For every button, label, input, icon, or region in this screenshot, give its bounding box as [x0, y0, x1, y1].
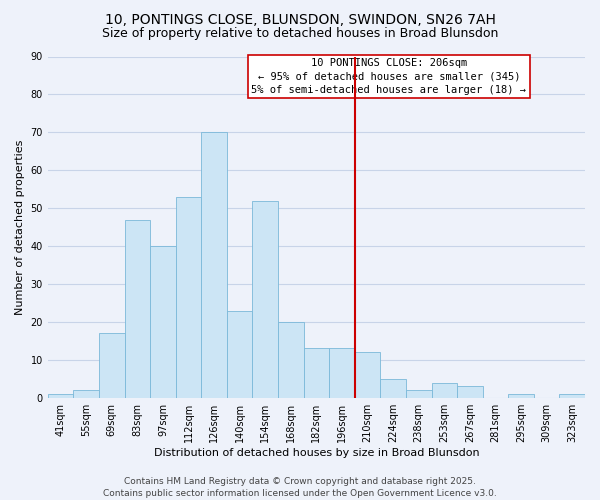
Bar	[227, 310, 253, 398]
Bar	[201, 132, 227, 398]
Bar	[406, 390, 431, 398]
Bar	[508, 394, 534, 398]
X-axis label: Distribution of detached houses by size in Broad Blunsdon: Distribution of detached houses by size …	[154, 448, 479, 458]
Bar	[380, 379, 406, 398]
Bar	[48, 394, 73, 398]
Bar	[278, 322, 304, 398]
Bar	[253, 200, 278, 398]
Bar	[559, 394, 585, 398]
Bar	[150, 246, 176, 398]
Bar	[125, 220, 150, 398]
Y-axis label: Number of detached properties: Number of detached properties	[15, 140, 25, 315]
Text: Size of property relative to detached houses in Broad Blunsdon: Size of property relative to detached ho…	[102, 28, 498, 40]
Text: 10 PONTINGS CLOSE: 206sqm
← 95% of detached houses are smaller (345)
5% of semi-: 10 PONTINGS CLOSE: 206sqm ← 95% of detac…	[251, 58, 526, 94]
Bar	[176, 197, 201, 398]
Bar	[355, 352, 380, 398]
Bar	[329, 348, 355, 398]
Bar	[304, 348, 329, 398]
Bar	[457, 386, 482, 398]
Bar	[99, 334, 125, 398]
Text: 10, PONTINGS CLOSE, BLUNSDON, SWINDON, SN26 7AH: 10, PONTINGS CLOSE, BLUNSDON, SWINDON, S…	[104, 12, 496, 26]
Bar	[431, 382, 457, 398]
Text: Contains HM Land Registry data © Crown copyright and database right 2025.
Contai: Contains HM Land Registry data © Crown c…	[103, 476, 497, 498]
Bar	[73, 390, 99, 398]
